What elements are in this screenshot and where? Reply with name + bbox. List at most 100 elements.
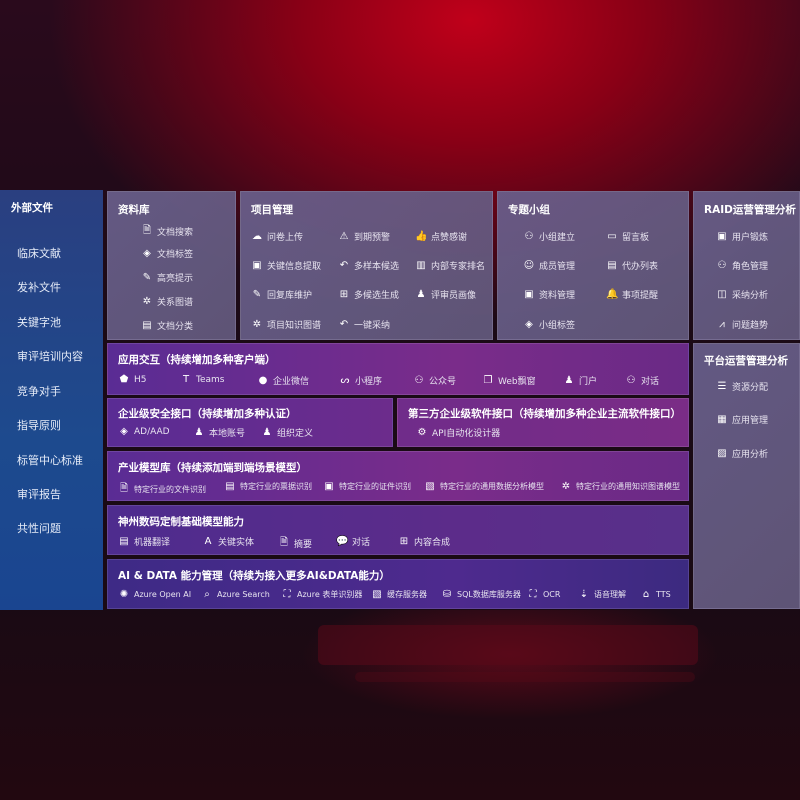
item-label: Azure Open AI: [134, 590, 192, 599]
sidebar-item[interactable]: 临床文献: [17, 247, 61, 260]
panel-title: 产业模型库（持续添加端到端场景模型）: [118, 462, 307, 474]
group-item[interactable]: ▤ 代办列表: [606, 259, 658, 272]
industry-item[interactable]: ▤ 特定行业的票据识别: [224, 481, 312, 492]
item-label: 小组标签: [539, 321, 576, 331]
platform-item[interactable]: ☰ 资源分配: [716, 380, 769, 393]
raid-item[interactable]: ◫ 采纳分析: [716, 288, 768, 301]
security-item[interactable]: ◈ AD/AAD: [118, 426, 169, 437]
item-label: 一键采纳: [354, 321, 391, 331]
industry-item[interactable]: ✲ 特定行业的通用知识图谱模型: [560, 481, 680, 492]
group-item[interactable]: 🔔 事项提醒: [606, 288, 658, 301]
sidebar-item[interactable]: 标管中心标准: [17, 454, 83, 467]
graph-icon: ✲: [252, 319, 262, 330]
project-item[interactable]: ✎ 回复库维护: [251, 288, 312, 301]
project-item[interactable]: ⚠ 到期预警: [338, 230, 391, 243]
project-item[interactable]: ⊞ 多候选生成: [338, 288, 399, 301]
sidebar-item[interactable]: 审评培训内容: [17, 350, 83, 363]
ai-item[interactable]: ⌕ Azure Search: [201, 589, 270, 600]
app-item[interactable]: ❐ Web飘窗: [482, 374, 536, 387]
platform-item[interactable]: ▦ 应用管理: [716, 413, 768, 426]
third-party-item[interactable]: ⚙ API自动化设计器: [416, 426, 501, 439]
sidebar-item[interactable]: 审评报告: [17, 488, 61, 501]
app-item[interactable]: ● 企业微信: [257, 374, 309, 387]
id-card-icon: ▣: [324, 481, 334, 492]
industry-item[interactable]: ▧ 特定行业的通用数据分析模型: [424, 481, 544, 492]
group-item[interactable]: ▭ 留言板: [606, 230, 649, 243]
project-item[interactable]: ♟ 评审员画像: [415, 288, 477, 301]
app-item[interactable]: ♟ 门户: [563, 374, 598, 387]
industry-item[interactable]: 🗎 特定行业的文件识别: [118, 481, 206, 498]
window-icon: ❐: [483, 375, 493, 386]
portal-icon: ♟: [564, 375, 574, 386]
library-item[interactable]: 🗎 文档搜索: [141, 223, 193, 240]
project-item[interactable]: ☁ 问卷上传: [251, 230, 303, 243]
base-item[interactable]: ⊞ 内容合成: [398, 535, 450, 548]
project-item[interactable]: 👍 点赞感谢: [415, 230, 467, 243]
platform-item[interactable]: ▨ 应用分析: [716, 447, 768, 460]
project-item[interactable]: ✲ 项目知识图谱: [251, 318, 321, 331]
app-item[interactable]: ⬟ H5: [118, 374, 147, 385]
sidebar-item[interactable]: 指导原则: [17, 419, 61, 432]
sidebar-item[interactable]: 共性问题: [17, 522, 61, 535]
item-label: 关系图谱: [157, 298, 194, 308]
base-item[interactable]: A 关键实体: [202, 535, 254, 548]
security-item[interactable]: ♟ 组织定义: [261, 426, 314, 439]
ai-item[interactable]: ⌂ TTS: [640, 589, 671, 600]
receipt-icon: ▤: [225, 481, 235, 492]
industry-item[interactable]: ▣ 特定行业的证件识别: [323, 481, 411, 492]
ai-item[interactable]: ⛁ SQL数据库服务器: [441, 589, 521, 600]
tag-icon: ◈: [525, 319, 533, 330]
project-item[interactable]: ↶ 一键采纳: [338, 318, 390, 331]
item-label: 评审员画像: [431, 291, 477, 301]
item-label: 对话: [352, 538, 371, 548]
project-item[interactable]: ↶ 多样本候选: [338, 259, 399, 272]
ai-item[interactable]: ⛶ Azure 表单识别器: [281, 589, 363, 600]
item-label: H5: [134, 374, 147, 385]
group-item[interactable]: ⚇ 小组建立: [523, 230, 576, 243]
group-item[interactable]: ▣ 资料管理: [523, 288, 575, 301]
item-label: 门户: [579, 377, 598, 387]
sidebar-item[interactable]: 发补文件: [17, 281, 61, 294]
item-label: 采纳分析: [732, 291, 769, 301]
library-item[interactable]: ◈ 文档标签: [141, 247, 193, 260]
users-icon: ⚇: [717, 260, 727, 271]
app-item[interactable]: ᔕ 小程序: [339, 374, 382, 387]
industry-model-panel: 产业模型库（持续添加端到端场景模型） 🗎 特定行业的文件识别 ▤ 特定行业的票据识别…: [107, 451, 689, 501]
cloud-upload-icon: ☁: [252, 231, 262, 242]
ai-item[interactable]: ⇣ 语音理解: [578, 589, 626, 600]
item-label: 组织定义: [277, 429, 314, 439]
group-item[interactable]: ☺ 成员管理: [523, 259, 575, 272]
project-item[interactable]: ▥ 内部专家排名: [415, 259, 485, 272]
security-item[interactable]: ♟ 本地账号: [193, 426, 246, 439]
library-panel: 资料库 🗎 文档搜索 ◈ 文档标签 ✎ 高亮提示 ✲ 关系图谱 ▤ 文档分类: [107, 191, 236, 340]
ai-item[interactable]: ✺ Azure Open AI: [118, 589, 191, 600]
library-item[interactable]: ▤ 文档分类: [141, 319, 193, 332]
raid-item[interactable]: ⚇ 角色管理: [716, 259, 769, 272]
item-label: 机器翻译: [134, 538, 171, 548]
app-item[interactable]: T Teams: [180, 374, 225, 385]
app-item[interactable]: ⚇ 公众号: [413, 374, 457, 387]
ai-item[interactable]: ⛶ OCR: [527, 589, 561, 600]
project-item[interactable]: ▣ 关键信息提取: [251, 259, 321, 272]
sidebar-item[interactable]: 竞争对手: [17, 385, 61, 398]
item-label: 内部专家排名: [431, 262, 486, 272]
raid-item[interactable]: ▣ 用户锻炼: [716, 230, 768, 243]
ai-item[interactable]: ▧ 缓存服务器: [371, 589, 427, 600]
summary-icon: 🗎: [279, 537, 289, 548]
item-label: 角色管理: [732, 262, 769, 272]
raid-item[interactable]: ⩘ 问题趋势: [716, 318, 768, 331]
base-item[interactable]: 💬 对话: [336, 535, 370, 548]
ranking-icon: ▥: [416, 260, 426, 271]
translate-icon: ▤: [119, 536, 129, 547]
app-item[interactable]: ⚇ 对话: [625, 374, 660, 387]
base-item[interactable]: 🗎 摘要: [278, 535, 312, 552]
wechat-icon: ●: [258, 375, 268, 386]
group-panel: 专题小组 ⚇ 小组建立 ▭ 留言板 ☺ 成员管理 ▤ 代办列表 ▣ 资料管理 🔔 事项提醒 …: [497, 191, 689, 340]
library-item[interactable]: ✎ 高亮提示: [141, 271, 193, 284]
reflection-bar: [318, 625, 698, 665]
base-item[interactable]: ▤ 机器翻译: [118, 535, 170, 548]
library-item[interactable]: ✲ 关系图谱: [141, 295, 193, 308]
group-item[interactable]: ◈ 小组标签: [523, 318, 575, 331]
sidebar-item[interactable]: 关键字池: [17, 316, 61, 329]
item-label: 本地账号: [209, 429, 246, 439]
